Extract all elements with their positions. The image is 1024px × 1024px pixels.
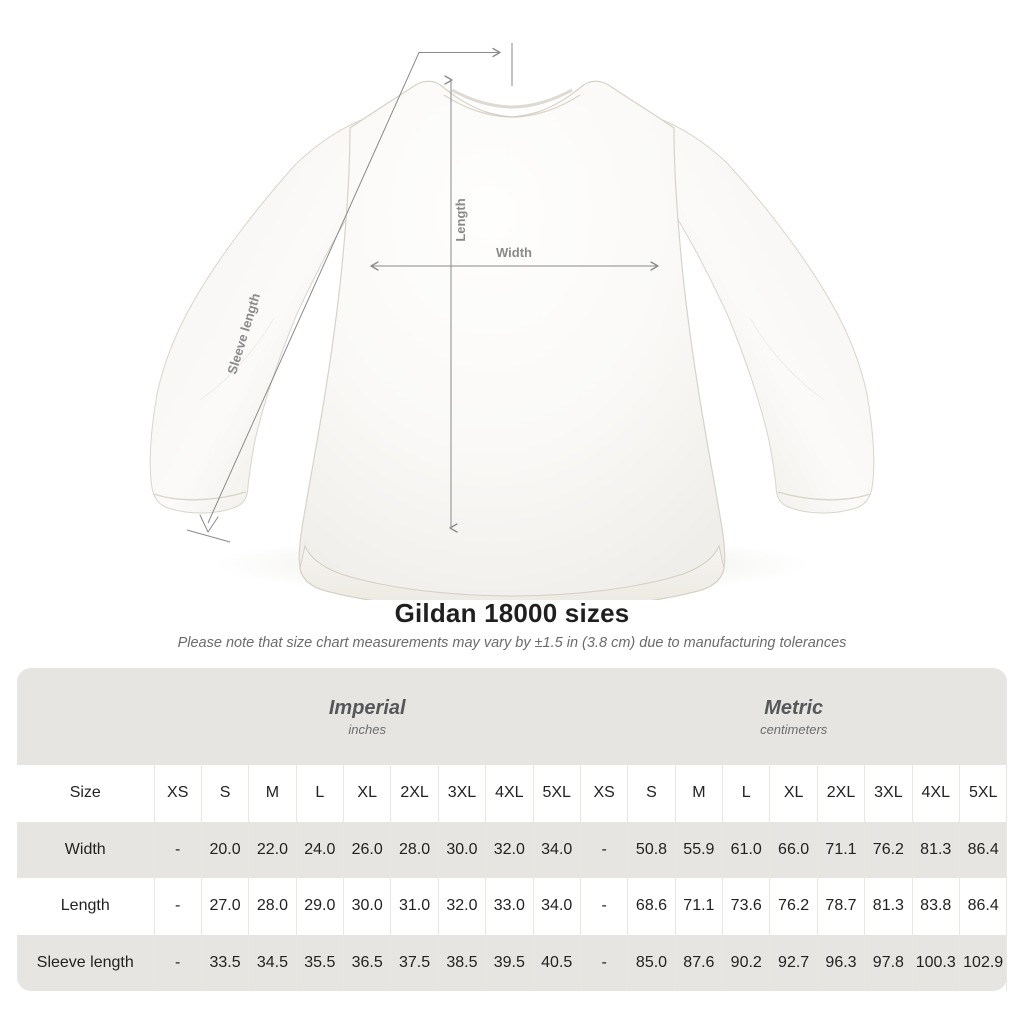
svg-text:Sleeve length: Sleeve length: [224, 291, 263, 376]
svg-text:Width: Width: [496, 245, 532, 260]
svg-text:Length: Length: [453, 198, 468, 241]
